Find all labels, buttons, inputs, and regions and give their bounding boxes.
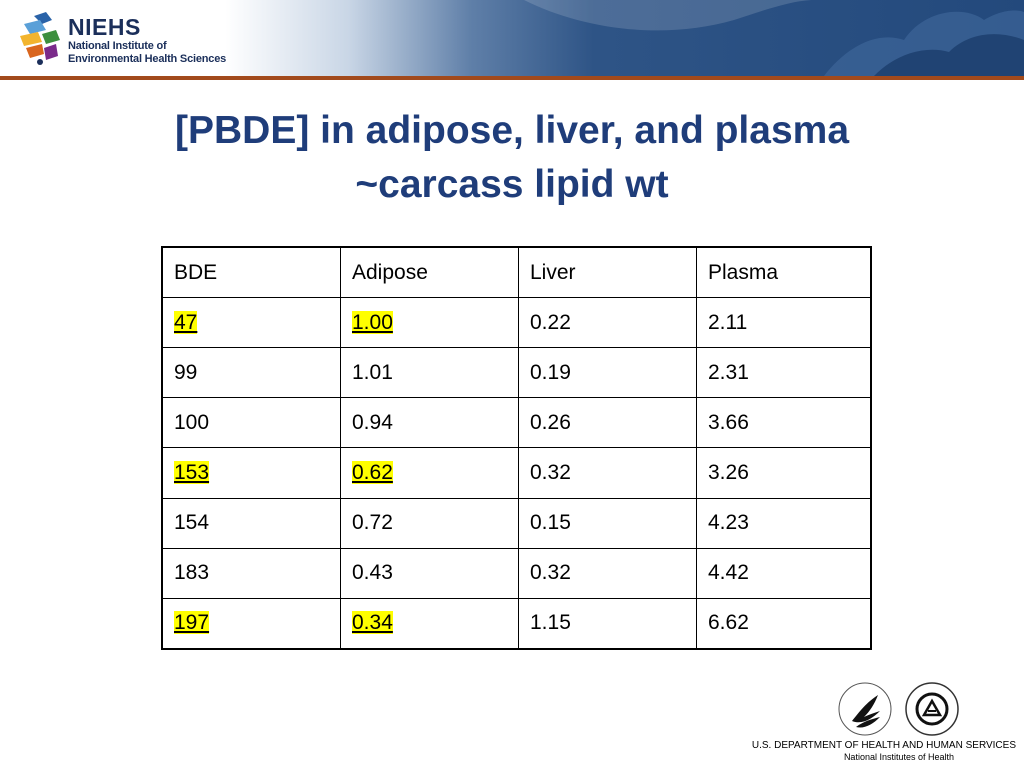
highlighted-value: 153 [174, 461, 210, 484]
cell-bde: 154 [161, 497, 341, 549]
title-line-1: [PBDE] in adipose, liver, and plasma [174, 109, 850, 152]
cell-bde: 197 [161, 597, 341, 650]
table-row: 47 1.00 0.22 2.11 [161, 297, 872, 349]
niehs-logo[interactable]: NIEHS National Institute of Environmenta… [16, 10, 256, 70]
cell-liver: 0.22 [518, 297, 697, 349]
table-row: 100 0.94 0.26 3.66 [161, 397, 872, 449]
sky-wave-decoration [524, 0, 1024, 76]
header-banner: NIEHS National Institute of Environmenta… [0, 0, 1024, 76]
cell-adipose: 0.62 [340, 447, 519, 499]
nih-agency-label: National Institutes of Health [843, 752, 954, 762]
cell-plasma: 4.42 [696, 547, 872, 599]
title-line-2: ~carcass lipid wt [355, 163, 669, 206]
cell-liver: 1.15 [518, 597, 697, 650]
pbde-concentration-table: BDE Adipose Liver Plasma 47 1.00 0.22 2.… [161, 246, 872, 650]
table-row: 154 0.72 0.15 4.23 [161, 497, 872, 549]
cell-adipose: 1.00 [340, 297, 519, 349]
cell-plasma: 3.66 [696, 397, 872, 449]
cell-liver: 0.32 [518, 447, 697, 499]
cell-plasma: 2.11 [696, 297, 872, 349]
highlighted-value: 1.00 [352, 310, 393, 334]
highlighted-value: 0.62 [352, 461, 393, 484]
table-row: 153 0.62 0.32 3.26 [161, 447, 872, 499]
cell-bde: 47 [161, 297, 341, 349]
table-row: 99 1.01 0.19 2.31 [161, 347, 872, 399]
logo-line-1: National Institute of [68, 40, 167, 52]
cell-plasma: 3.26 [696, 447, 872, 499]
cell-liver: 0.32 [518, 547, 697, 599]
cell-liver: 0.15 [518, 497, 697, 549]
cell-adipose: 0.43 [340, 547, 519, 599]
highlighted-value: 0.34 [352, 611, 393, 635]
header-cell-plasma: Plasma [696, 246, 872, 299]
cell-adipose: 0.34 [340, 597, 519, 650]
header-cell-adipose: Adipose [340, 246, 519, 299]
cell-adipose: 0.94 [340, 397, 519, 449]
table-header-row: BDE Adipose Liver Plasma [161, 246, 872, 299]
cell-plasma: 6.62 [696, 597, 872, 650]
hhs-eagle-seal-icon [838, 682, 892, 736]
table-row: 197 0.34 1.15 6.62 [161, 597, 872, 650]
cell-bde: 153 [161, 447, 341, 499]
cell-bde: 99 [161, 347, 341, 399]
footer-seals [838, 682, 959, 736]
highlighted-value: 47 [174, 310, 198, 334]
header-cell-bde: BDE [161, 246, 341, 299]
cell-plasma: 4.23 [696, 497, 872, 549]
cell-liver: 0.19 [518, 347, 697, 399]
header-cell-liver: Liver [518, 246, 697, 299]
banner-divider [0, 76, 1024, 80]
cell-plasma: 2.31 [696, 347, 872, 399]
hhs-department-label: U.S. DEPARTMENT OF HEALTH AND HUMAN SERV… [751, 740, 1016, 751]
niehs-mark-icon [20, 12, 60, 65]
national-institutes-of-health-seal-icon [905, 682, 959, 736]
logo-line-2: Environmental Health Sciences [68, 53, 227, 65]
slide-title: [PBDE] in adipose, liver, and plasma ~ca… [0, 104, 1024, 212]
cell-bde: 183 [161, 547, 341, 599]
logo-acronym: NIEHS [68, 14, 141, 40]
cell-adipose: 0.72 [340, 497, 519, 549]
table-row: 183 0.43 0.32 4.42 [161, 547, 872, 599]
cell-bde: 100 [161, 397, 341, 449]
highlighted-value: 197 [174, 611, 210, 635]
cell-liver: 0.26 [518, 397, 697, 449]
cell-adipose: 1.01 [340, 347, 519, 399]
